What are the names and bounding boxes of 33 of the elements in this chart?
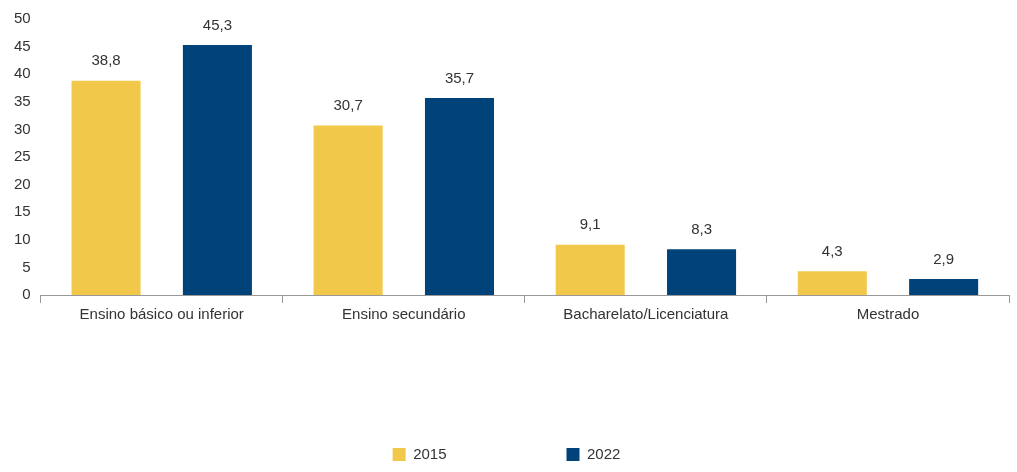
data-label: 35,7 (444, 68, 475, 86)
bar (797, 271, 867, 295)
y-tick-label: 40 (14, 64, 31, 82)
bar (182, 44, 252, 295)
data-label: 4,3 (821, 241, 843, 259)
x-tick-label: Mestrado (856, 305, 920, 323)
y-tick-label: 30 (14, 119, 31, 137)
data-label: 2,9 (933, 249, 955, 267)
data-label: 9,1 (579, 215, 601, 233)
x-tick-label: Bacharelato/Licenciatura (563, 305, 730, 323)
data-label: 8,3 (691, 219, 712, 237)
y-tick-label: 25 (14, 147, 31, 165)
data-label: 38,8 (91, 51, 121, 69)
y-tick-label: 35 (14, 91, 31, 109)
bar (313, 125, 383, 295)
y-tick-label: 5 (22, 257, 31, 275)
y-tick-label: 20 (14, 174, 31, 192)
x-tick-label: Ensino básico ou inferior (79, 305, 244, 323)
x-tick-label: Ensino secundário (342, 305, 466, 323)
y-tick-label: 50 (14, 9, 31, 27)
data-label: 30,7 (333, 96, 363, 114)
bar (555, 244, 625, 295)
bar (667, 249, 737, 295)
y-tick-label: 15 (14, 202, 31, 220)
y-tick-label: 10 (14, 229, 31, 247)
legend-label: 2022 (587, 444, 621, 462)
y-tick-label: 45 (14, 36, 31, 54)
legend-label: 2015 (413, 444, 447, 462)
y-tick-label: 0 (22, 285, 31, 303)
bar (909, 278, 979, 295)
data-label: 45,3 (202, 15, 232, 33)
bar (424, 97, 494, 295)
bar (71, 80, 141, 295)
